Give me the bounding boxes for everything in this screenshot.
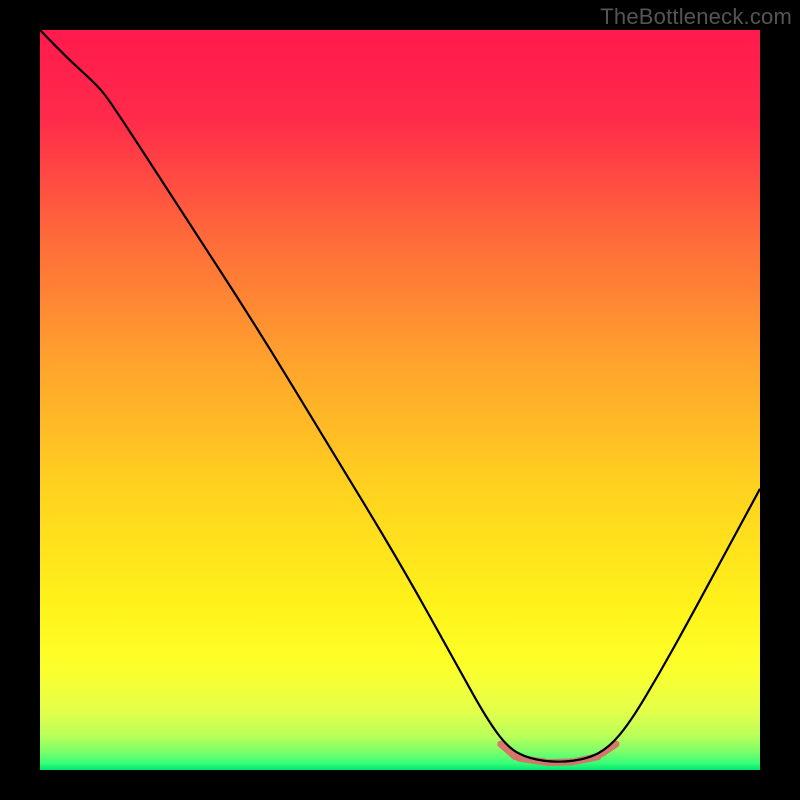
chart-container: TheBottleneck.com bbox=[0, 0, 800, 800]
plot-background bbox=[40, 30, 760, 770]
bottleneck-chart bbox=[0, 0, 800, 800]
